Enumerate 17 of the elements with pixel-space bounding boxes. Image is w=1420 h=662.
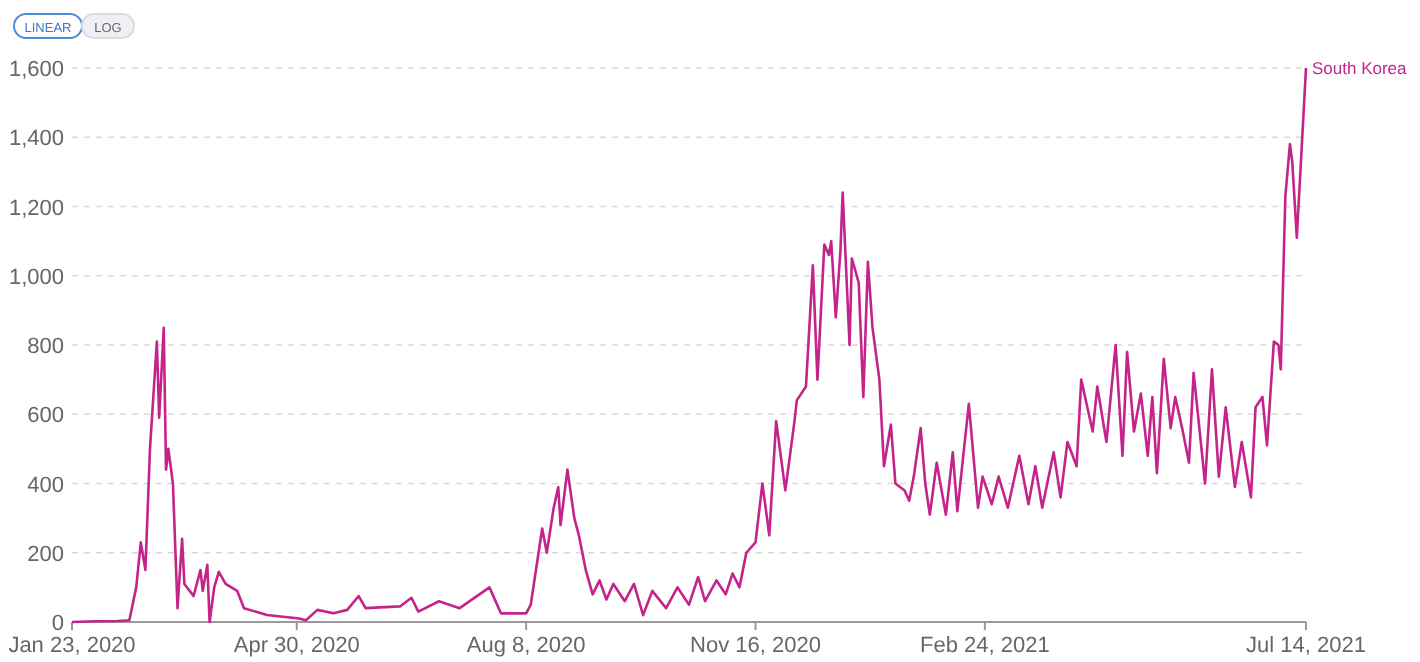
line-series [70, 66, 1308, 624]
y-tick-label: 1,000 [8, 265, 64, 290]
x-tick-label: Aug 8, 2020 [466, 634, 586, 658]
x-tick-label: Jul 14, 2021 [1246, 634, 1366, 658]
y-tick-label: 1,400 [8, 127, 64, 152]
x-tick-label: Feb 24, 2021 [920, 634, 1050, 658]
y-tick-label: 400 [27, 473, 64, 498]
y-tick-label: 200 [27, 542, 64, 567]
x-tick-label: Apr 30, 2020 [233, 634, 360, 658]
y-tick-label: 600 [27, 404, 64, 429]
y-tick-label: 800 [27, 335, 64, 359]
y-tick-label: 1,200 [8, 196, 64, 221]
x-tick-label: Nov 16, 2020 [690, 634, 821, 658]
x-tick-label: Jan 23, 2020 [8, 634, 136, 658]
y-tick-label: 0 [51, 612, 64, 636]
y-tick-label: 1,600 [8, 58, 64, 82]
series-label: South Korea [1312, 58, 1408, 78]
